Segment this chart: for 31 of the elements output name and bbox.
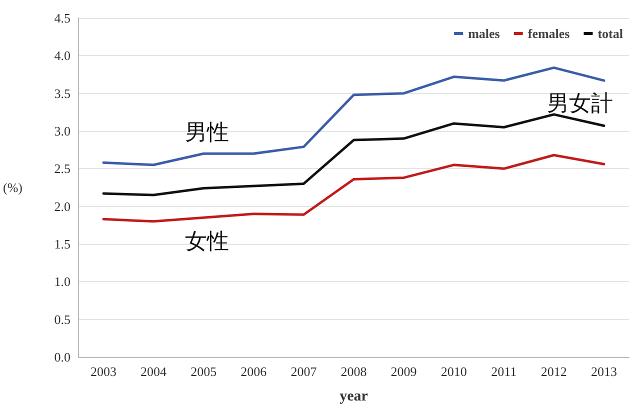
legend-label: total [598,26,624,41]
x-tick-label: 2008 [340,364,367,379]
x-tick-label: 2004 [140,364,168,379]
line-series [102,113,606,196]
line-series [102,154,606,223]
annotation: 男性 [185,120,229,146]
x-tick-label: 2010 [440,364,467,379]
x-tick-label: 2009 [390,364,417,379]
legend-label: females [528,26,570,41]
y-tick-label: 0.5 [54,312,70,327]
x-tick-label: 2011 [491,364,517,379]
y-tick-label: 2.0 [54,198,70,214]
x-tick-label: 2005 [190,364,217,379]
y-tick-label: 4.5 [54,10,70,26]
y-axis-title: (%) [2,180,22,195]
annotation: 男女計 [547,92,613,116]
x-tick-label: 2013 [590,364,617,379]
x-tick-label: 2012 [540,364,567,379]
x-tick-label: 2006 [240,364,268,379]
y-tick-label: 1.5 [54,236,70,252]
y-tick-label: 3.0 [54,124,70,138]
y-tick-label: 4.0 [54,48,70,64]
y-tick-label: 0.0 [54,350,70,364]
x-tick-label: 2007 [290,364,318,379]
y-tick-label: 3.5 [54,86,70,101]
y-tick-label: 2.5 [54,161,70,176]
x-axis-title: year [340,388,368,404]
y-tick-label: 1.0 [54,274,70,290]
x-tick-label: 2003 [90,364,117,379]
annotation: 女性 [185,230,229,254]
legend-label: males [468,26,500,41]
